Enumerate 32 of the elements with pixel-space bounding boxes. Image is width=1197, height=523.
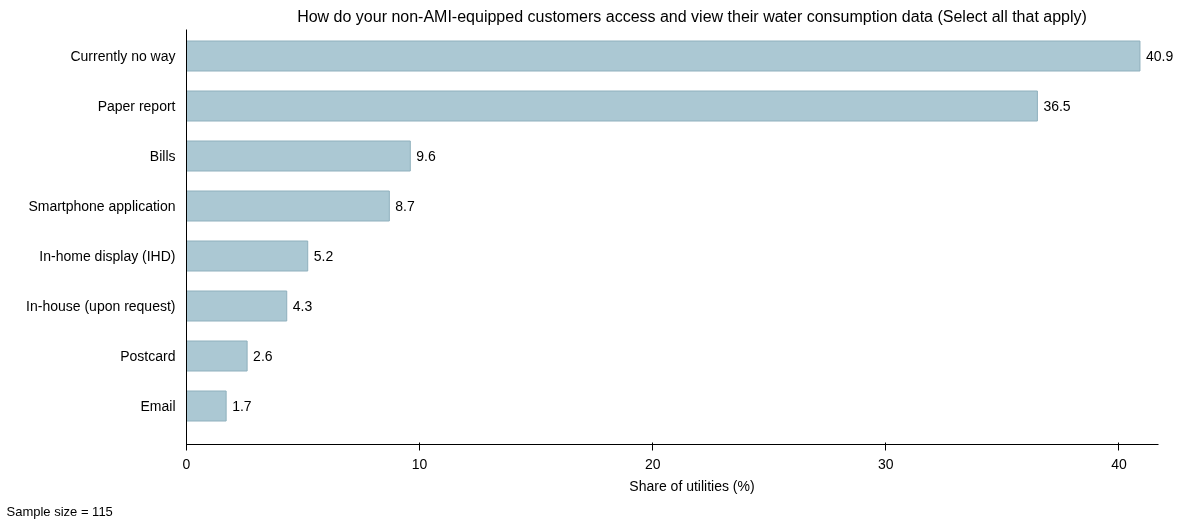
bar xyxy=(186,190,390,222)
y-tick-label: Currently no way xyxy=(70,48,176,64)
x-tick-label: 40 xyxy=(1111,455,1127,472)
bar xyxy=(186,340,248,372)
x-tick-label: 20 xyxy=(644,455,661,472)
x-axis-title: Share of utilities (%) xyxy=(629,477,755,494)
y-tick-label: Email xyxy=(140,398,176,414)
x-tick-label: 0 xyxy=(182,455,191,472)
data-label: 1.7 xyxy=(232,398,252,414)
data-label: 2.6 xyxy=(253,348,273,364)
data-label: 9.6 xyxy=(416,148,436,164)
bar xyxy=(186,140,411,172)
chart-title: How do your non-AMI-equipped customers access and view their water consumption data (Select all that apply) xyxy=(297,7,1087,25)
bar xyxy=(186,90,1038,122)
x-tick-label: 30 xyxy=(878,455,894,472)
bar xyxy=(186,40,1141,72)
x-tick-label: 10 xyxy=(411,455,428,472)
data-label: 40.9 xyxy=(1145,48,1174,64)
data-label: 8.7 xyxy=(395,198,415,214)
y-tick-label: Postcard xyxy=(120,348,176,364)
y-tick-label: In-home display (IHD) xyxy=(39,248,176,264)
bar xyxy=(186,240,309,272)
y-tick-label: Bills xyxy=(149,148,176,164)
bar xyxy=(186,390,227,422)
data-label: 36.5 xyxy=(1043,98,1071,114)
text: Sample size = 115 xyxy=(6,503,113,519)
data-label: 5.2 xyxy=(313,248,334,264)
y-tick-label: Smartphone application xyxy=(28,198,176,214)
bar xyxy=(186,290,288,322)
data-label: 4.3 xyxy=(292,298,313,314)
y-tick-label: In-house (upon request) xyxy=(26,298,176,314)
y-tick-label: Paper report xyxy=(97,98,176,114)
